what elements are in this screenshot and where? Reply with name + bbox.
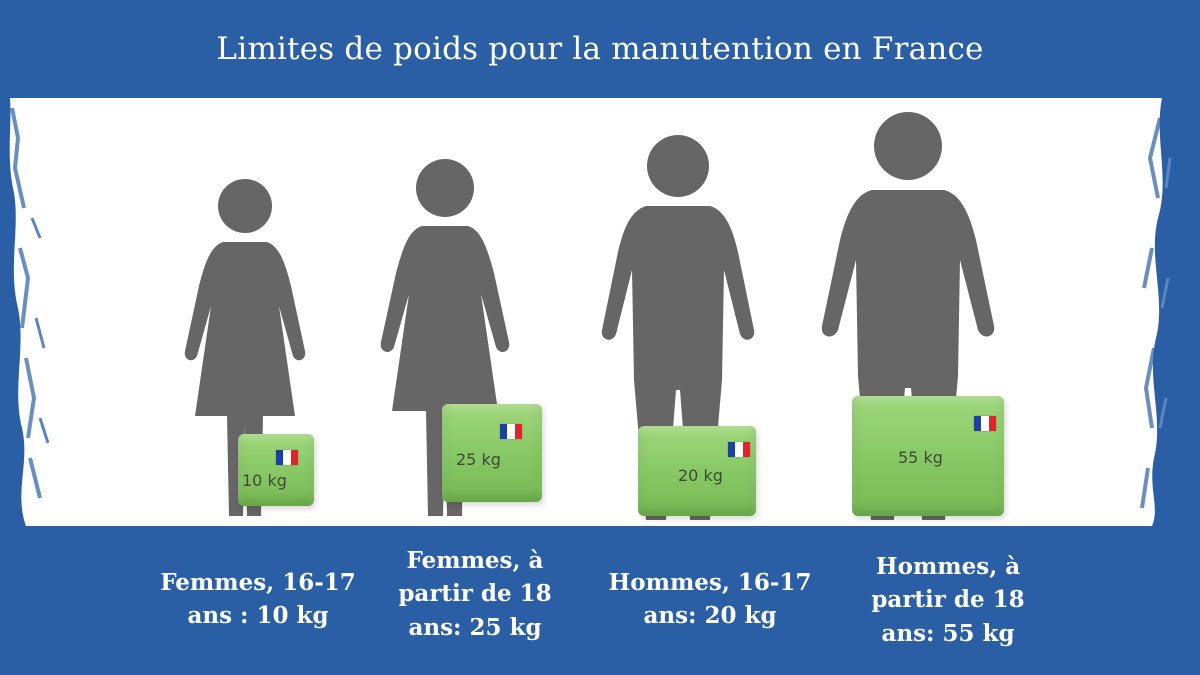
caption-line: Femmes, à	[406, 547, 544, 574]
brush-stroke-right-icon	[1140, 98, 1200, 526]
france-flag-icon	[500, 424, 522, 439]
woman-icon	[380, 159, 510, 516]
caption-men-18-plus: Hommes, à partir de 18 ans: 55 kg	[838, 550, 1058, 650]
box-weight-label: 55 kg	[898, 448, 943, 467]
caption-line: ans: 55 kg	[881, 619, 1015, 647]
brush-stroke-left-icon	[0, 98, 50, 526]
caption-line: Femmes, 16-17	[160, 569, 356, 596]
caption-line: ans: 25 kg	[408, 613, 542, 641]
page-title: Limites de poids pour la manutention en …	[216, 31, 984, 67]
weight-box-55kg: 55 kg	[852, 396, 1004, 516]
caption-line: Hommes, 16-17	[608, 569, 812, 596]
weight-box-10kg: 10 kg	[238, 434, 314, 506]
france-flag-icon	[728, 442, 750, 457]
caption-women-18-plus: Femmes, à partir de 18 ans: 25 kg	[370, 544, 580, 644]
france-flag-icon	[276, 450, 298, 465]
caption-band: Femmes, 16-17 ans : 10 kg Femmes, à part…	[0, 526, 1200, 675]
woman-icon	[184, 179, 306, 516]
illustration-area: 10 kg 25 kg 20 kg 55 kg	[0, 98, 1200, 526]
box-weight-label: 20 kg	[678, 466, 723, 485]
caption-line: Hommes, à	[875, 553, 1021, 580]
box-weight-label: 10 kg	[242, 471, 287, 490]
caption-men-16-17: Hommes, 16-17 ans: 20 kg	[590, 566, 830, 633]
france-flag-icon	[974, 416, 996, 431]
title-banner: Limites de poids pour la manutention en …	[0, 0, 1200, 98]
caption-women-16-17: Femmes, 16-17 ans : 10 kg	[148, 566, 368, 633]
caption-line: partir de 18	[871, 586, 1025, 614]
box-weight-label: 25 kg	[456, 450, 501, 469]
caption-line: ans : 10 kg	[187, 602, 329, 630]
caption-line: partir de 18	[398, 580, 552, 608]
caption-line: ans: 20 kg	[643, 602, 777, 630]
weight-box-25kg: 25 kg	[442, 404, 542, 502]
weight-box-20kg: 20 kg	[638, 426, 756, 516]
